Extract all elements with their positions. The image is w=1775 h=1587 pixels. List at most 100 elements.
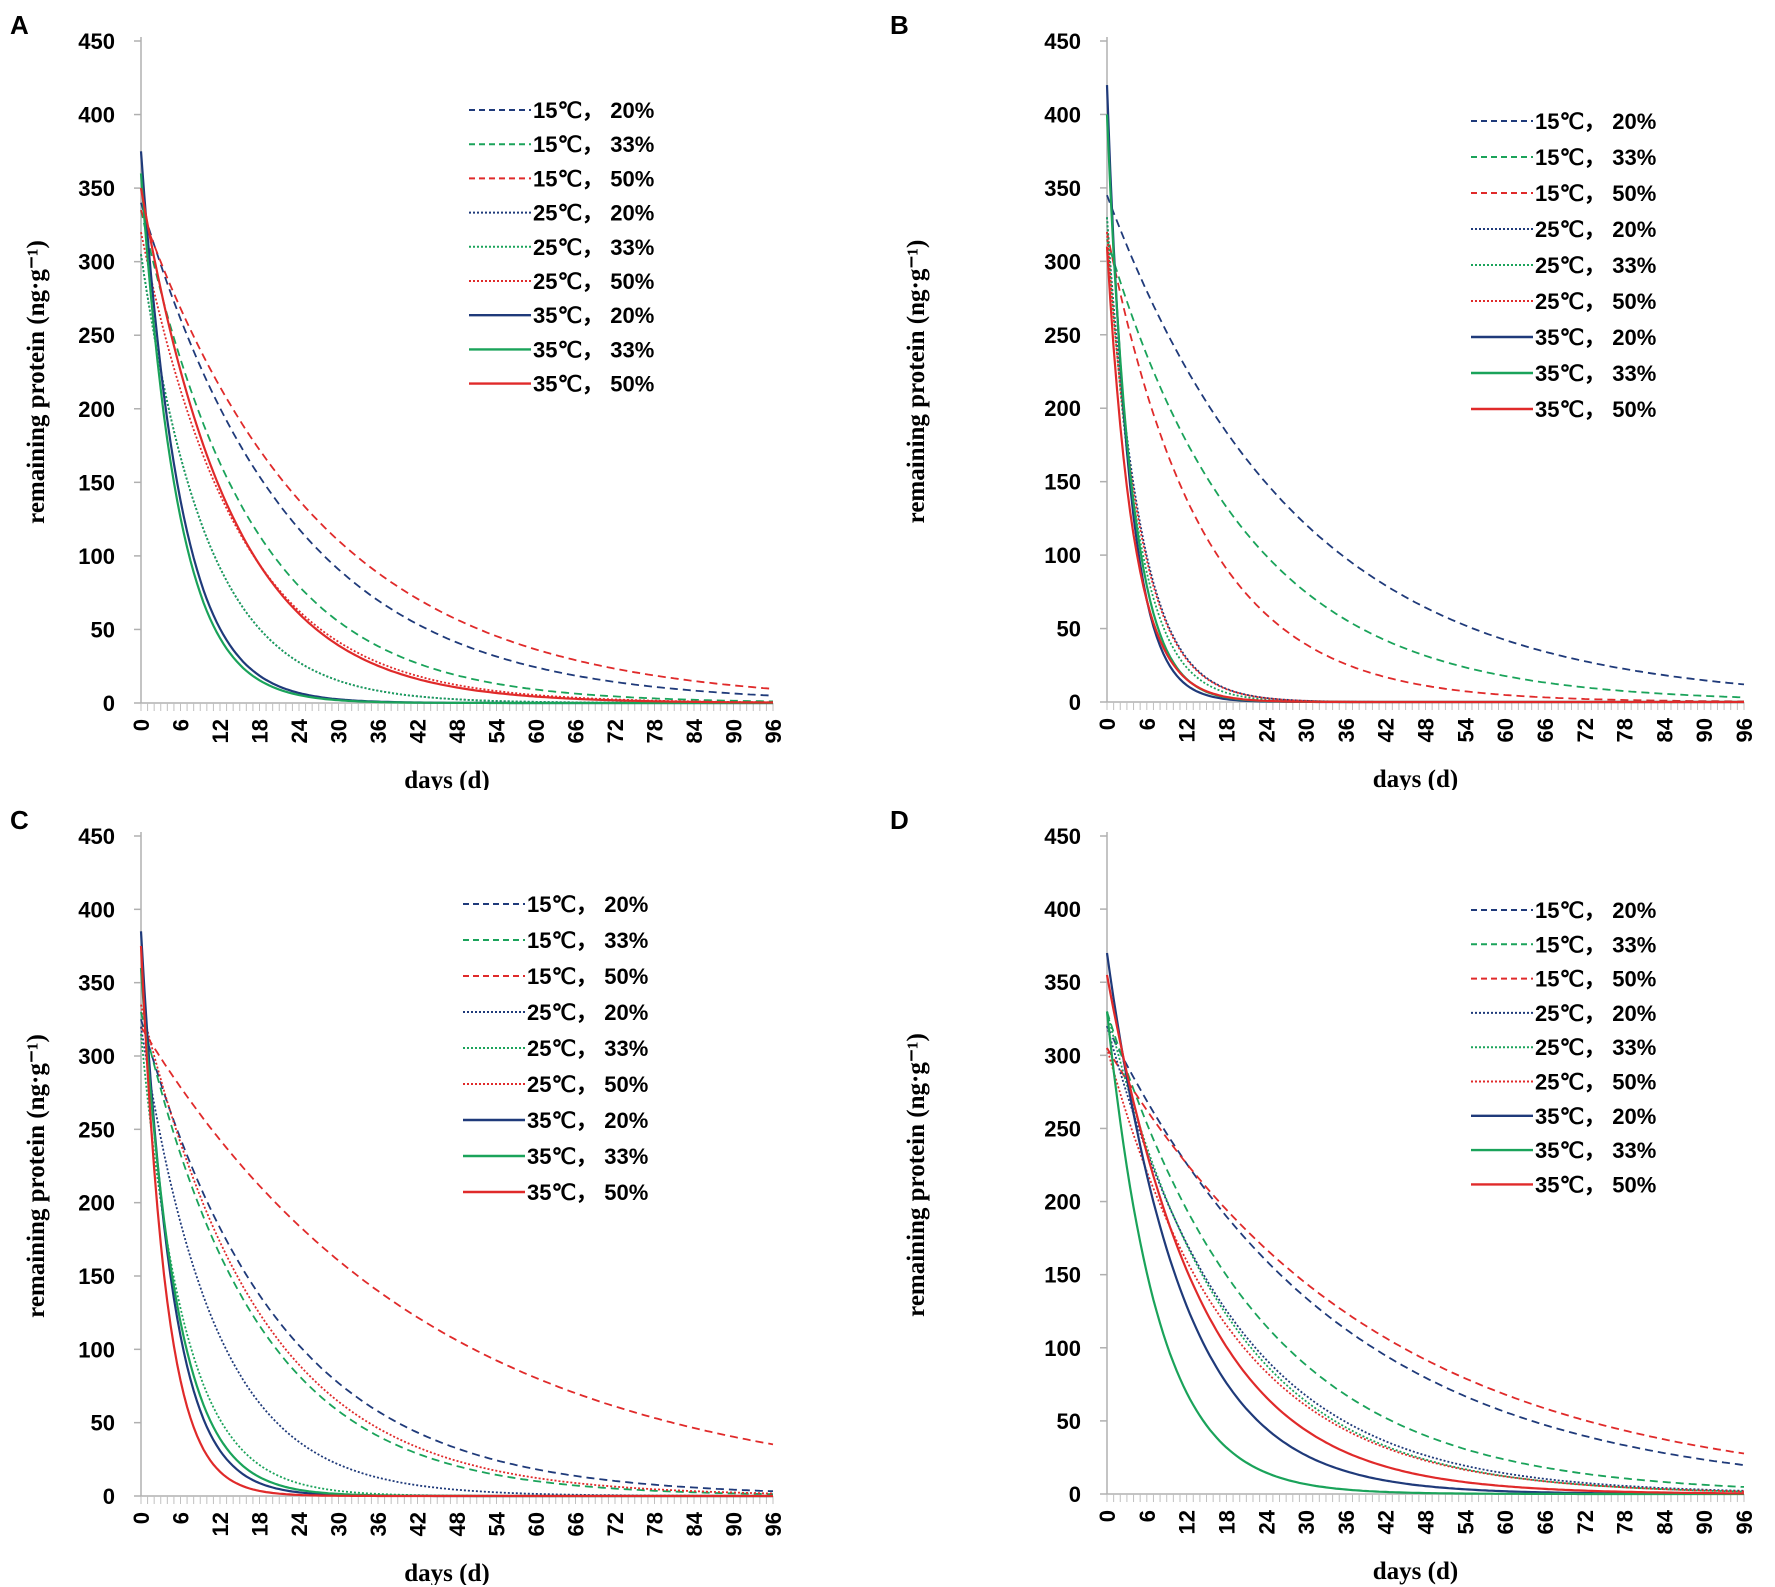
legend-label: 35℃， 20% xyxy=(1535,325,1656,350)
x-tick-label: 0 xyxy=(1095,718,1120,730)
y-axis-label: remaining protein (ng·g⁻¹) xyxy=(903,1033,930,1317)
legend-label: 15℃， 20% xyxy=(533,98,654,123)
x-tick-label: 24 xyxy=(287,718,312,743)
legend-label: 15℃， 20% xyxy=(1535,109,1656,134)
x-tick-label: 48 xyxy=(445,719,470,743)
legend-label: 15℃， 33% xyxy=(533,132,654,157)
series-line xyxy=(140,210,773,703)
y-tick-label: 100 xyxy=(1044,1336,1081,1361)
series-line xyxy=(140,1004,774,1495)
x-tick-label: 24 xyxy=(1254,1509,1279,1534)
x-tick-label: 72 xyxy=(603,1512,628,1536)
legend-label: 15℃， 33% xyxy=(1535,932,1656,957)
series-line xyxy=(140,232,773,704)
x-tick-label: 66 xyxy=(564,1512,589,1536)
series-line xyxy=(140,1033,773,1497)
x-tick-label: 78 xyxy=(1613,1510,1638,1534)
x-tick-label: 60 xyxy=(1493,718,1518,742)
x-tick-label: 18 xyxy=(248,719,273,743)
y-tick-label: 350 xyxy=(1044,176,1081,201)
y-axis-label: remaining protein (ng·g⁻¹) xyxy=(903,240,930,524)
legend-label: 15℃， 50% xyxy=(527,964,648,989)
y-tick-label: 250 xyxy=(78,323,115,348)
series-line xyxy=(1106,1047,1745,1493)
legend: 15℃， 20% 15℃， 33% 15℃， 50% 25℃， 20% 25℃， 33%… xyxy=(463,892,648,1205)
series-line xyxy=(1105,85,1744,704)
y-tick-label: 400 xyxy=(78,103,115,128)
x-tick-label: 84 xyxy=(1652,1509,1677,1534)
y-tick-label: 250 xyxy=(78,1117,115,1142)
panel-letter: A xyxy=(10,10,29,40)
y-tick-label: 50 xyxy=(1057,1409,1081,1434)
x-tick-label: 54 xyxy=(1453,717,1478,742)
series-line xyxy=(140,254,773,704)
x-tick-label: 18 xyxy=(248,1512,273,1536)
x-tick-label: 96 xyxy=(1732,1510,1757,1534)
y-tick-label: 150 xyxy=(78,1264,115,1289)
legend-label: 35℃， 50% xyxy=(533,372,654,397)
x-tick-label: 6 xyxy=(169,1512,194,1524)
series-line xyxy=(1106,239,1745,699)
x-tick-label: 12 xyxy=(1175,718,1200,742)
x-tick-label: 30 xyxy=(327,1512,352,1536)
x-tick-label: 0 xyxy=(1095,1510,1120,1522)
y-tick-label: 200 xyxy=(78,1191,115,1216)
x-tick-label: 96 xyxy=(1732,718,1757,742)
x-axis-label: days (d) xyxy=(1373,766,1458,790)
x-axis-label: days (d) xyxy=(404,1560,489,1585)
x-tick-label: 42 xyxy=(406,1512,431,1536)
x-tick-label: 12 xyxy=(208,1512,233,1536)
x-tick-label: 54 xyxy=(485,1511,510,1536)
series-line xyxy=(1105,1011,1744,1496)
panel-d: D 0 50 100 150 200 250 300 350 400 450 0 6 12 18 24 30 36… xyxy=(880,795,1760,1585)
x-axis-label: days (d) xyxy=(1373,1558,1458,1585)
y-tick-label: 0 xyxy=(1069,690,1081,715)
chart-svg: A 0 50 100 150 200 250 300 350 400 450 0 6 12 18 24 30 36… xyxy=(10,10,786,790)
x-tick-label: 54 xyxy=(1453,1509,1478,1534)
x-tick-label: 6 xyxy=(1135,1510,1160,1522)
x-tick-label: 54 xyxy=(485,718,510,743)
legend-label: 35℃， 20% xyxy=(527,1108,648,1133)
legend: 15℃， 20% 15℃， 33% 15℃， 50% 25℃， 20% 25℃， 33%… xyxy=(1471,898,1656,1197)
y-tick-label: 350 xyxy=(78,971,115,996)
legend-label: 25℃， 33% xyxy=(1535,1035,1656,1060)
panel-a: A 0 50 100 150 200 250 300 350 400 450 0 6 12 18 24 30 36… xyxy=(0,0,880,790)
x-tick-label: 96 xyxy=(761,1512,786,1536)
x-tick-label: 42 xyxy=(406,719,431,743)
x-tick-label: 30 xyxy=(1294,718,1319,742)
x-tick-label: 60 xyxy=(1493,1510,1518,1534)
legend-label: 35℃， 50% xyxy=(1535,397,1656,422)
legend-label: 15℃， 20% xyxy=(527,892,648,917)
panel-letter: C xyxy=(10,805,29,835)
x-tick-label: 18 xyxy=(1214,1510,1239,1534)
x-tick-label: 84 xyxy=(682,1511,707,1536)
series-line xyxy=(139,931,773,1498)
panel-letter: D xyxy=(890,805,909,835)
y-tick-label: 150 xyxy=(1044,1263,1081,1288)
x-tick-label: 72 xyxy=(603,719,628,743)
x-tick-label: 6 xyxy=(169,719,194,731)
y-tick-label: 200 xyxy=(78,397,115,422)
x-tick-label: 12 xyxy=(1175,1510,1200,1534)
legend-label: 25℃， 33% xyxy=(533,235,654,260)
legend-label: 15℃， 50% xyxy=(1535,181,1656,206)
y-tick-label: 350 xyxy=(1044,970,1081,995)
x-tick-label: 84 xyxy=(1652,717,1677,742)
series-line xyxy=(1106,1025,1745,1492)
y-tick-label: 300 xyxy=(78,250,115,275)
y-tick-label: 250 xyxy=(1044,323,1081,348)
y-tick-label: 300 xyxy=(1044,249,1081,274)
x-axis-label: days (d) xyxy=(404,767,489,790)
x-tick-label: 42 xyxy=(1374,718,1399,742)
series-line xyxy=(1105,952,1744,1496)
y-tick-label: 100 xyxy=(1044,543,1081,568)
y-tick-label: 50 xyxy=(1057,617,1081,642)
x-tick-label: 18 xyxy=(1214,718,1239,742)
legend-label: 25℃， 50% xyxy=(533,269,654,294)
x-tick-label: 90 xyxy=(1692,718,1717,742)
x-tick-label: 90 xyxy=(722,1512,747,1536)
legend-label: 15℃， 33% xyxy=(1535,145,1656,170)
series-line xyxy=(139,967,773,1498)
x-tick-label: 78 xyxy=(643,719,668,743)
series-line xyxy=(1106,1047,1745,1455)
